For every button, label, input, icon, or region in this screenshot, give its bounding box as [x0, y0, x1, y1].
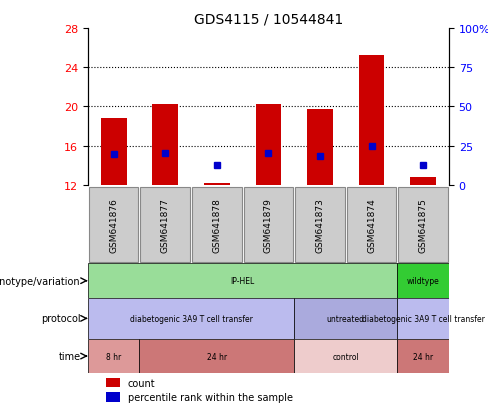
Bar — [140, 339, 294, 373]
Bar — [101, 119, 126, 185]
Bar — [359, 56, 385, 185]
Bar — [88, 339, 140, 373]
Bar — [294, 339, 397, 373]
Bar — [307, 110, 333, 185]
Bar — [88, 298, 294, 339]
Text: 24 hr: 24 hr — [413, 352, 433, 361]
Text: 8 hr: 8 hr — [106, 352, 121, 361]
Bar — [397, 339, 449, 373]
FancyBboxPatch shape — [192, 187, 242, 262]
Bar — [152, 104, 178, 185]
Title: GDS4115 / 10544841: GDS4115 / 10544841 — [194, 12, 343, 26]
Text: diabetogenic 3A9 T cell transfer: diabetogenic 3A9 T cell transfer — [362, 314, 485, 323]
Bar — [88, 264, 397, 298]
FancyBboxPatch shape — [141, 187, 190, 262]
FancyBboxPatch shape — [398, 187, 448, 262]
Text: 24 hr: 24 hr — [207, 352, 227, 361]
Bar — [106, 378, 121, 387]
Text: untreated: untreated — [327, 314, 365, 323]
Text: genotype/variation: genotype/variation — [0, 276, 81, 286]
Text: diabetogenic 3A9 T cell transfer: diabetogenic 3A9 T cell transfer — [130, 314, 252, 323]
Text: GSM641876: GSM641876 — [109, 197, 118, 252]
Text: GSM641879: GSM641879 — [264, 197, 273, 252]
Bar — [106, 392, 121, 401]
Text: GSM641873: GSM641873 — [315, 197, 325, 252]
Text: count: count — [127, 378, 155, 388]
Bar — [397, 298, 449, 339]
Text: GSM641875: GSM641875 — [419, 197, 427, 252]
FancyBboxPatch shape — [89, 187, 139, 262]
Text: GSM641874: GSM641874 — [367, 197, 376, 252]
Bar — [256, 104, 281, 185]
Bar — [294, 298, 397, 339]
Bar — [410, 178, 436, 185]
Text: protocol: protocol — [41, 313, 81, 324]
Text: time: time — [59, 351, 81, 361]
Text: IP-HEL: IP-HEL — [230, 277, 255, 285]
Text: GSM641878: GSM641878 — [212, 197, 222, 252]
Bar — [397, 264, 449, 298]
Text: wildtype: wildtype — [407, 277, 440, 285]
FancyBboxPatch shape — [347, 187, 396, 262]
Text: percentile rank within the sample: percentile rank within the sample — [127, 392, 293, 402]
Text: GSM641877: GSM641877 — [161, 197, 170, 252]
Text: control: control — [332, 352, 359, 361]
FancyBboxPatch shape — [295, 187, 345, 262]
Bar — [204, 183, 230, 185]
FancyBboxPatch shape — [244, 187, 293, 262]
